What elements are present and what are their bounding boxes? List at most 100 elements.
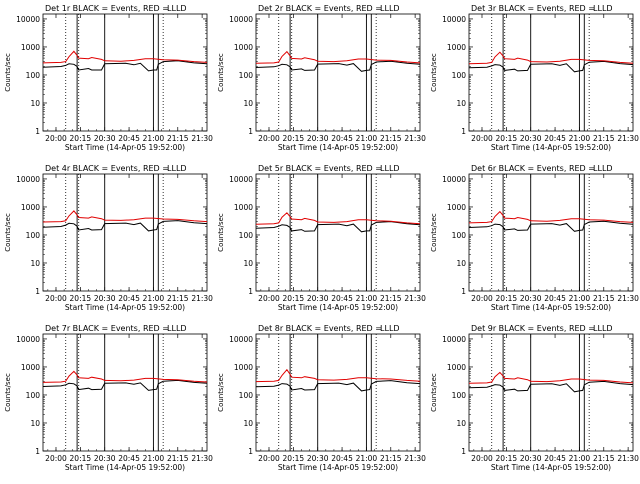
x-tick-label: 20:45 [331, 454, 353, 463]
x-tick-label: 20:30 [307, 134, 329, 143]
x-tick-label: 20:00 [45, 454, 67, 463]
y-tick-label: 10 [243, 99, 253, 108]
y-tick-label: 1000 [447, 203, 466, 212]
y-axis-label: Counts/sec [430, 373, 438, 412]
x-tick-label: 21:00 [356, 294, 378, 303]
y-tick-label: 10 [30, 99, 40, 108]
x-tick-label: 20:30 [307, 454, 329, 463]
x-axis-label: Start Time (14-Apr-05 19:52:00) [491, 143, 611, 152]
y-tick-label: 10 [30, 259, 40, 268]
plot-frame [255, 333, 421, 452]
x-tick-label: 20:00 [258, 454, 280, 463]
y-tick-label: 1000 [21, 43, 40, 52]
x-tick-label: 20:45 [118, 454, 140, 463]
x-tick-label: 21:30 [191, 134, 213, 143]
y-tick-label: 1000 [447, 43, 466, 52]
x-axis-label: Start Time (14-Apr-05 19:52:00) [278, 303, 398, 312]
series-line-events [468, 220, 634, 232]
x-tick-label: 21:15 [593, 294, 615, 303]
x-tick-label: 21:30 [404, 294, 426, 303]
series-line-events [255, 380, 421, 392]
panel-title: Det 5r BLACK = Events, RED = LLD [258, 164, 400, 173]
x-tick-label: 20:15 [283, 454, 305, 463]
x-tick-label: 20:30 [94, 294, 116, 303]
corner-mark: L [593, 324, 598, 333]
y-tick-label: 100 [239, 231, 254, 240]
series-line-events [42, 220, 208, 232]
x-tick-label: 21:30 [617, 294, 639, 303]
x-tick-label: 21:00 [569, 134, 591, 143]
y-tick-label: 10000 [442, 335, 466, 344]
x-tick-label: 20:00 [471, 134, 493, 143]
x-tick-label: 21:15 [593, 454, 615, 463]
y-tick-label: 1 [35, 287, 40, 296]
y-tick-label: 10 [243, 419, 253, 428]
panel-title: Det 3r BLACK = Events, RED = LLD [471, 4, 613, 13]
y-tick-label: 10000 [442, 15, 466, 24]
panel-title: Det 7r BLACK = Events, RED = LLD [45, 324, 187, 333]
y-tick-label: 1 [248, 287, 253, 296]
y-tick-label: 1 [248, 127, 253, 136]
x-axis-label: Start Time (14-Apr-05 19:52:00) [491, 463, 611, 472]
x-tick-label: 21:30 [617, 134, 639, 143]
series-line-events [255, 60, 421, 72]
series-line-events [468, 380, 634, 393]
y-axis-label: Counts/sec [4, 213, 12, 252]
x-tick-label: 20:30 [307, 294, 329, 303]
x-tick-label: 21:00 [356, 454, 378, 463]
x-tick-label: 20:15 [283, 294, 305, 303]
x-tick-label: 21:30 [191, 454, 213, 463]
x-tick-label: 20:00 [471, 294, 493, 303]
y-tick-label: 10000 [16, 335, 40, 344]
y-tick-label: 1 [461, 447, 466, 456]
x-tick-label: 21:15 [167, 454, 189, 463]
series-line-lld [42, 370, 208, 383]
series-line-events [468, 60, 634, 73]
x-tick-label: 21:15 [167, 134, 189, 143]
x-tick-label: 20:45 [331, 134, 353, 143]
y-tick-label: 1000 [21, 363, 40, 372]
x-tick-label: 20:00 [471, 454, 493, 463]
x-tick-label: 20:30 [520, 294, 542, 303]
corner-mark: L [380, 324, 385, 333]
y-tick-label: 10 [456, 99, 466, 108]
x-tick-label: 20:15 [496, 134, 518, 143]
panel-title: Det 9r BLACK = Events, RED = LLD [471, 324, 613, 333]
x-tick-label: 20:45 [544, 134, 566, 143]
series-line-lld [42, 50, 208, 64]
x-tick-label: 21:15 [380, 294, 402, 303]
series-line-lld [468, 371, 634, 384]
x-tick-label: 20:30 [520, 134, 542, 143]
x-tick-label: 21:30 [404, 134, 426, 143]
panel-title: Det 4r BLACK = Events, RED = LLD [45, 164, 187, 173]
y-axis-label: Counts/sec [217, 53, 225, 92]
corner-mark: L [167, 4, 172, 13]
y-tick-label: 10 [243, 259, 253, 268]
x-tick-label: 20:45 [331, 294, 353, 303]
corner-mark: L [167, 324, 172, 333]
x-tick-label: 20:15 [496, 294, 518, 303]
y-tick-label: 1000 [234, 43, 253, 52]
corner-mark: L [380, 4, 385, 13]
x-axis-label: Start Time (14-Apr-05 19:52:00) [491, 303, 611, 312]
plot-frame [468, 333, 634, 452]
x-axis-label: Start Time (14-Apr-05 19:52:00) [65, 463, 185, 472]
x-tick-label: 20:00 [258, 294, 280, 303]
x-tick-label: 21:00 [143, 294, 165, 303]
x-tick-label: 21:00 [569, 294, 591, 303]
y-axis-label: Counts/sec [430, 53, 438, 92]
x-axis-label: Start Time (14-Apr-05 19:52:00) [278, 463, 398, 472]
y-tick-label: 10000 [16, 15, 40, 24]
x-tick-label: 20:15 [70, 294, 92, 303]
x-tick-label: 20:45 [118, 134, 140, 143]
x-tick-label: 21:00 [143, 454, 165, 463]
panel-title: Det 6r BLACK = Events, RED = LLD [471, 164, 613, 173]
